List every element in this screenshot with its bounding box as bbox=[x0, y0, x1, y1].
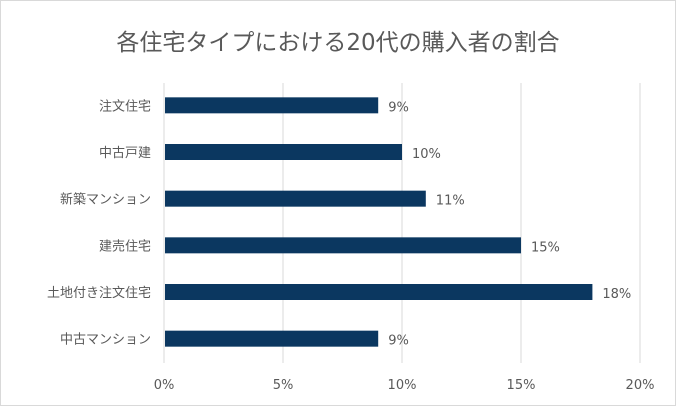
bar bbox=[165, 190, 426, 207]
x-tick-label: 0% bbox=[154, 378, 175, 393]
category-label: 建売住宅 bbox=[99, 238, 151, 254]
category-label: 土地付き注文住宅 bbox=[47, 286, 151, 301]
bar bbox=[165, 97, 379, 114]
data-label: 10% bbox=[412, 147, 441, 162]
data-label: 9% bbox=[388, 100, 409, 115]
bar bbox=[165, 284, 593, 300]
category-label: 中古戸建 bbox=[99, 146, 151, 161]
bar bbox=[165, 144, 402, 160]
x-tick-label: 20% bbox=[626, 378, 655, 393]
data-label: 9% bbox=[388, 334, 409, 349]
category-label: 注文住宅 bbox=[99, 99, 151, 114]
x-tick-label: 5% bbox=[273, 378, 294, 393]
data-label: 18% bbox=[602, 287, 631, 302]
bar bbox=[165, 237, 521, 254]
bar bbox=[165, 330, 379, 347]
category-label: 新築マンション bbox=[60, 192, 151, 208]
x-tick-label: 10% bbox=[388, 378, 417, 393]
data-label: 15% bbox=[531, 240, 560, 255]
category-label: 中古マンション bbox=[60, 333, 151, 348]
data-label: 11% bbox=[436, 194, 465, 209]
x-tick-label: 15% bbox=[507, 378, 536, 393]
chart-title: 各住宅タイプにおける20代の購入者の割合 bbox=[116, 30, 560, 56]
